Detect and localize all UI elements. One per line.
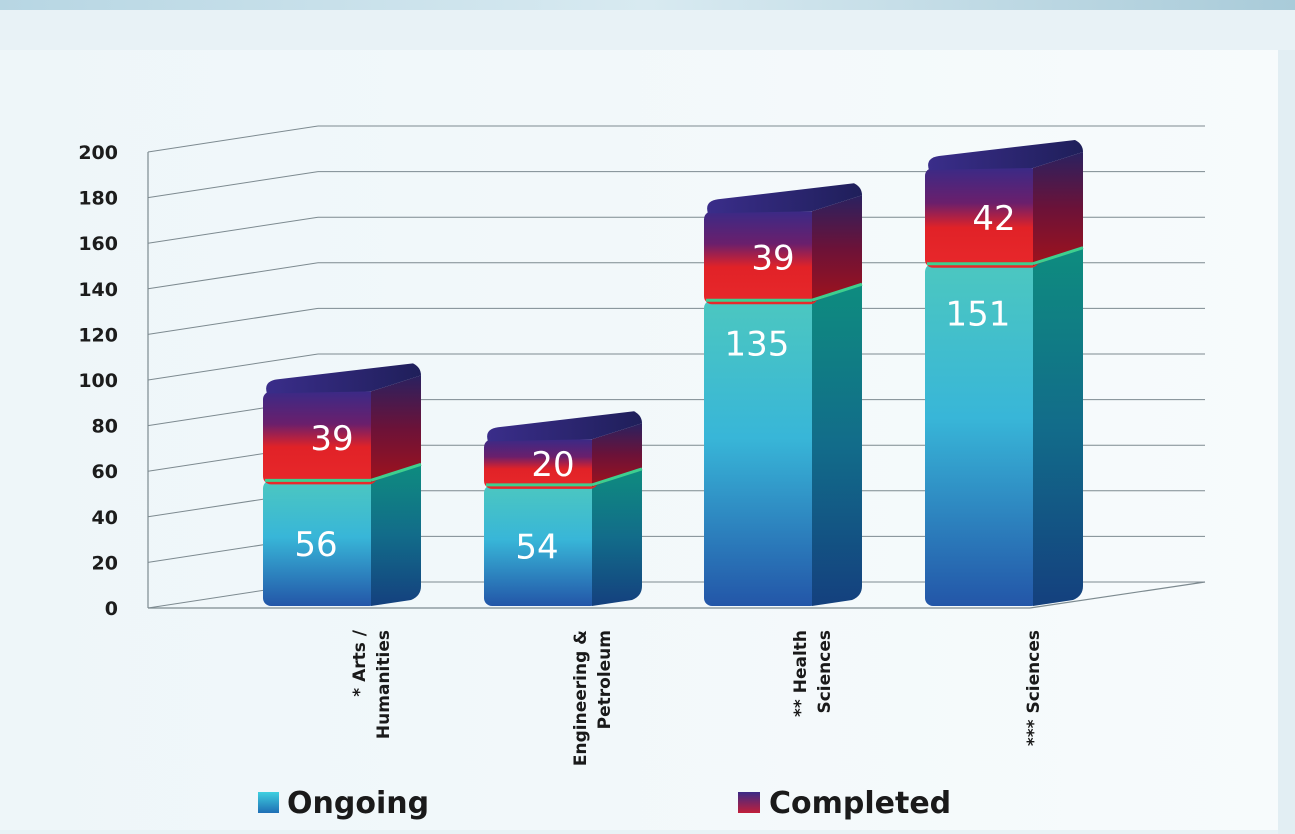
y-tick-label: 60 [92,461,118,483]
data-label-ongoing: 56 [294,525,337,565]
segment-divider [370,462,422,482]
bar-group: 135 39 [704,183,863,606]
x-axis-categories: * Arts / Humanities Engineering & Petroleum… [350,629,1044,766]
x-category-label: ** Health Sciences [791,630,835,717]
floor-edge [1029,581,1206,609]
x-category-label: *** Sciences [1024,630,1044,746]
bar-completed [263,391,377,485]
bar-group: 56 39 [263,363,422,606]
bar-ongoing-side [812,284,862,606]
x-category-label: * Arts / Humanities [350,629,394,739]
legend-swatch-ongoing [258,792,279,813]
data-label-completed: 39 [310,419,353,459]
grid-diagonal [147,216,319,244]
right-border [1278,50,1295,834]
bar-ongoing-side [1033,247,1083,606]
bar-completed [484,439,598,489]
bar-ongoing-side [592,468,642,606]
grid-diagonal [147,171,319,199]
bar-completed-side [1033,151,1083,266]
grid-diagonal [147,307,319,335]
y-tick-label: 40 [92,507,118,529]
bar-completed-side [592,423,642,487]
bar-completed-side [812,195,862,303]
x-category-label: Engineering & Petroleum [571,630,615,766]
bar-ongoing [925,263,1039,606]
legend-swatch-completed [738,792,760,813]
bar-completed-side [371,375,421,483]
grid-diagonal [147,125,319,153]
bar-top [928,139,1083,170]
y-tick-label: 20 [92,552,118,574]
bars: 56 39 54 20 135 39 151 42 [263,139,1084,606]
bar-top [707,183,862,214]
y-tick-label: 200 [78,142,118,164]
bar-completed [925,167,1039,268]
legend-label-completed: Completed [769,786,951,821]
top-banner [0,0,1295,10]
segment-divider [1032,246,1084,266]
bar-completed [704,211,818,305]
y-tick-label: 160 [78,233,118,255]
data-label-completed: 42 [972,199,1015,239]
legend: Ongoing Completed [258,786,951,821]
bar-top [266,363,421,394]
y-axis: 0 20 40 60 80 100 120 140 160 180 200 [78,142,1206,620]
y-tick-label: 120 [78,324,118,346]
bar-group: 54 20 [484,411,643,606]
y-tick-label: 140 [78,279,118,301]
grid-diagonal [147,262,319,290]
y-tick-label: 80 [92,416,118,438]
bar-ongoing-side [371,464,421,606]
y-tick-label: 180 [78,188,118,210]
data-label-completed: 39 [751,239,794,279]
legend-label-ongoing: Ongoing [287,786,429,821]
bar-ongoing [484,484,598,606]
y-tick-label: 0 [105,598,118,620]
bar-ongoing [263,480,377,606]
bar-ongoing [704,300,818,606]
y-tick-label: 100 [78,370,118,392]
grid-diagonal [147,353,319,381]
bar-group: 151 42 [925,139,1084,606]
bar-top [487,411,642,442]
segment-divider [811,282,863,302]
data-label-ongoing: 151 [946,295,1011,335]
data-label-ongoing: 135 [725,325,790,365]
data-label-ongoing: 54 [515,527,558,567]
data-label-completed: 20 [531,445,574,485]
segment-divider [591,467,643,487]
